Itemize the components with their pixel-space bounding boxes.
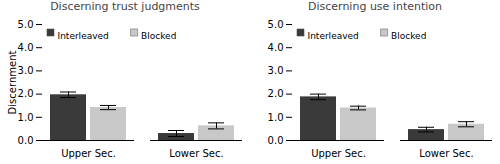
svg-text:Interleaved: Interleaved xyxy=(58,31,109,41)
svg-text:Upper Sec.: Upper Sec. xyxy=(61,148,116,159)
svg-text:2.0: 2.0 xyxy=(268,88,284,99)
svg-text:5.0: 5.0 xyxy=(18,19,34,30)
svg-text:0.0: 0.0 xyxy=(18,135,34,146)
svg-text:Lower Sec.: Lower Sec. xyxy=(169,148,223,159)
svg-text:1.0: 1.0 xyxy=(268,112,284,123)
svg-text:Discernment: Discernment xyxy=(7,51,18,115)
svg-text:4.0: 4.0 xyxy=(18,42,34,53)
svg-text:Lower Sec.: Lower Sec. xyxy=(419,148,473,159)
svg-text:2.0: 2.0 xyxy=(18,88,34,99)
svg-text:3.0: 3.0 xyxy=(268,65,284,76)
svg-text:3.0: 3.0 xyxy=(18,65,34,76)
html-text:Discerning trust judgments: Discerning trust judgments xyxy=(50,0,200,13)
svg-text:1.0: 1.0 xyxy=(18,112,34,123)
svg-text:Upper Sec.: Upper Sec. xyxy=(311,148,366,159)
svg-text:Blocked: Blocked xyxy=(141,31,176,41)
html-text:Discerning use intention: Discerning use intention xyxy=(308,0,442,13)
svg-text:5.0: 5.0 xyxy=(268,19,284,30)
svg-text:Interleaved: Interleaved xyxy=(308,31,359,41)
svg-text:0.0: 0.0 xyxy=(268,135,284,146)
svg-text:Blocked: Blocked xyxy=(391,31,426,41)
svg-text:4.0: 4.0 xyxy=(268,42,284,53)
